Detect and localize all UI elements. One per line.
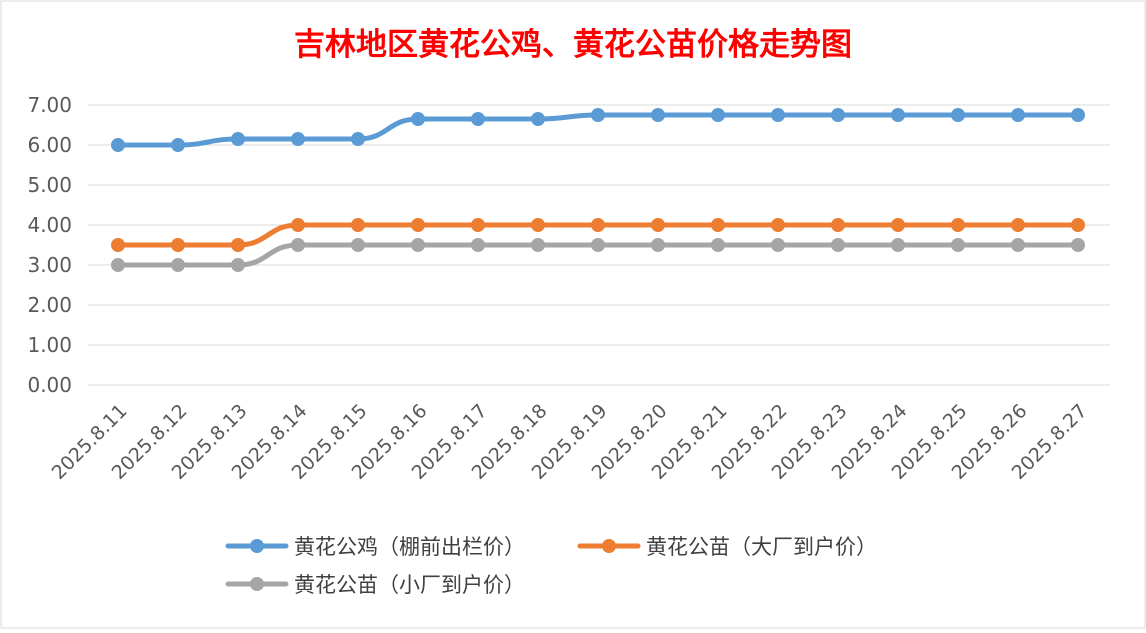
data-point xyxy=(771,108,785,122)
y-axis-ticks: 0.00 1.00 2.00 3.00 4.00 5.00 6.00 7.00 xyxy=(27,93,72,397)
data-point xyxy=(111,258,125,272)
data-point xyxy=(471,112,485,126)
y-tick-label: 2.00 xyxy=(27,293,72,317)
legend-label: 黄花公苗（小厂到户价） xyxy=(294,573,525,597)
legend-swatch-marker xyxy=(250,577,264,591)
data-point xyxy=(1071,238,1085,252)
data-point xyxy=(771,238,785,252)
data-point xyxy=(831,238,845,252)
data-point xyxy=(891,108,905,122)
data-point xyxy=(831,218,845,232)
y-tick-label: 3.00 xyxy=(27,253,72,277)
series-lines xyxy=(111,108,1085,272)
series-group xyxy=(111,108,1085,152)
y-tick-label: 0.00 xyxy=(27,373,72,397)
data-point xyxy=(231,238,245,252)
data-point xyxy=(471,238,485,252)
data-point xyxy=(411,112,425,126)
data-point xyxy=(1071,108,1085,122)
data-point xyxy=(951,238,965,252)
data-point xyxy=(951,108,965,122)
data-point xyxy=(831,108,845,122)
data-point xyxy=(291,218,305,232)
data-point xyxy=(531,218,545,232)
y-tick-label: 1.00 xyxy=(27,333,72,357)
y-tick-label: 4.00 xyxy=(27,213,72,237)
data-point xyxy=(231,132,245,146)
y-tick-label: 6.00 xyxy=(27,133,72,157)
legend-label: 黄花公苗（大厂到户价） xyxy=(646,535,877,559)
chart-title: 吉林地区黄花公鸡、黄花公苗价格走势图 xyxy=(294,27,852,63)
data-point xyxy=(711,108,725,122)
data-point xyxy=(651,108,665,122)
data-point xyxy=(531,238,545,252)
data-point xyxy=(1011,218,1025,232)
data-point xyxy=(1071,218,1085,232)
data-point xyxy=(711,238,725,252)
data-point xyxy=(171,138,185,152)
data-point xyxy=(411,218,425,232)
data-point xyxy=(111,238,125,252)
data-point xyxy=(1011,108,1025,122)
data-point xyxy=(651,218,665,232)
data-point xyxy=(411,238,425,252)
legend-item: 黄花公苗（小厂到户价） xyxy=(225,573,525,597)
legend: 黄花公鸡（棚前出栏价） 黄花公苗（大厂到户价） 黄花公苗（小厂到户价） xyxy=(225,535,877,597)
series-group xyxy=(111,218,1085,252)
data-point xyxy=(291,132,305,146)
data-point xyxy=(1011,238,1025,252)
data-point xyxy=(111,138,125,152)
data-point xyxy=(591,218,605,232)
data-point xyxy=(891,238,905,252)
data-point xyxy=(951,218,965,232)
data-point xyxy=(471,218,485,232)
data-point xyxy=(291,238,305,252)
legend-swatch-marker xyxy=(250,539,264,553)
data-point xyxy=(351,238,365,252)
legend-item: 黄花公苗（大厂到户价） xyxy=(577,535,877,559)
data-point xyxy=(591,238,605,252)
data-point xyxy=(171,238,185,252)
data-point xyxy=(711,218,725,232)
data-point xyxy=(531,112,545,126)
data-point xyxy=(891,218,905,232)
data-point xyxy=(351,132,365,146)
legend-item: 黄花公鸡（棚前出栏价） xyxy=(225,535,525,559)
legend-label: 黄花公鸡（棚前出栏价） xyxy=(294,535,525,559)
data-point xyxy=(651,238,665,252)
data-point xyxy=(771,218,785,232)
y-tick-label: 5.00 xyxy=(27,173,72,197)
data-point xyxy=(171,258,185,272)
data-point xyxy=(351,218,365,232)
series-group xyxy=(111,238,1085,272)
data-point xyxy=(231,258,245,272)
y-tick-label: 7.00 xyxy=(27,93,72,117)
data-point xyxy=(591,108,605,122)
legend-swatch-marker xyxy=(602,539,616,553)
